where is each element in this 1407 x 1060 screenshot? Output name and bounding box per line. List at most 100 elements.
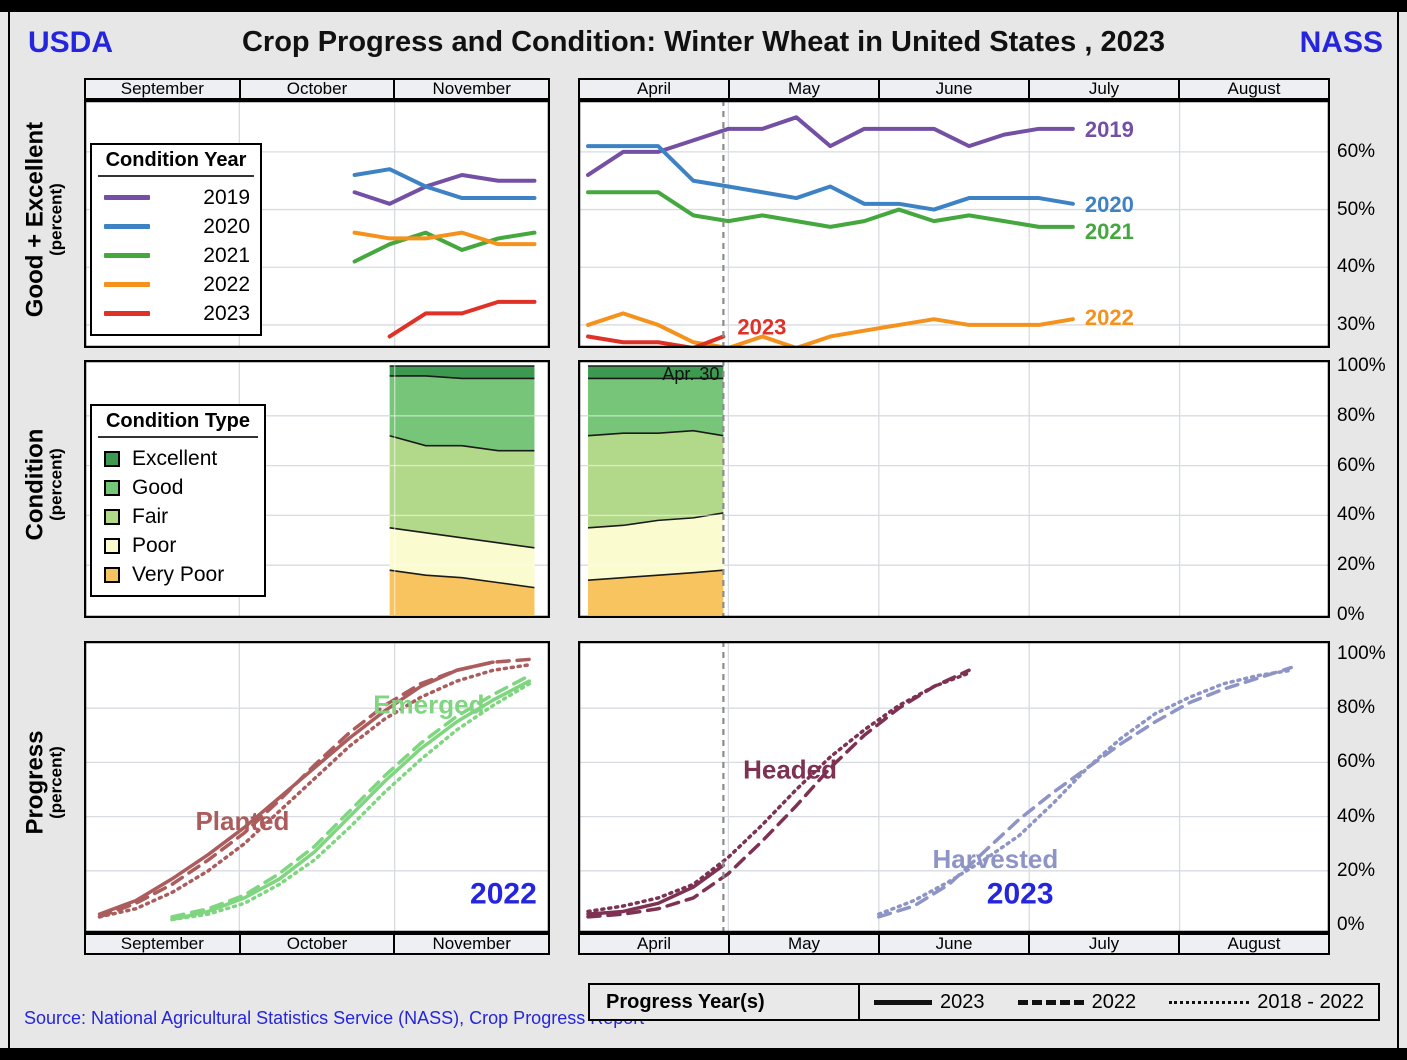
legend-item-label: 2019 — [203, 185, 250, 209]
line-swatch-icon — [104, 311, 150, 316]
progress-legend-label: 2018 - 2022 — [1257, 990, 1364, 1013]
annotation-harvested: Harvested — [932, 844, 1058, 874]
row-label-text: Progress — [21, 730, 49, 835]
area-poor — [588, 512, 724, 581]
dotted-line-swatch-icon — [1169, 1000, 1250, 1004]
month-footer-fall: September October November — [84, 933, 550, 955]
axis-tick-40%: 40% — [1337, 504, 1376, 526]
square-swatch-icon — [104, 479, 120, 496]
square-swatch-icon — [104, 566, 120, 583]
series-end-label-2022: 2022 — [1085, 305, 1134, 330]
frame-left-border — [8, 12, 10, 1048]
progress-legend-item-dashed: 2022 — [1017, 991, 1136, 1014]
month-cell: May — [728, 79, 878, 98]
series-2019 — [586, 115, 1075, 177]
series-2021 — [352, 230, 537, 264]
area-fair — [588, 430, 724, 528]
area-boundary — [587, 429, 724, 437]
legend-condition-year: Condition Year 2019 2020 2021 2022 2023 — [90, 143, 262, 336]
month-header-spring: April May June July August — [578, 78, 1330, 100]
series-harvested-2018---2022 — [877, 668, 1293, 916]
axis-tick-60%: 60% — [1337, 751, 1376, 773]
area-very-poor — [389, 570, 535, 615]
line-swatch-icon — [104, 195, 150, 200]
series-end-label-2020: 2020 — [1085, 192, 1134, 217]
month-header-fall: September October November — [84, 78, 550, 100]
series-2019 — [352, 172, 537, 206]
month-cell: September — [120, 79, 204, 98]
row-label-text: Good + Excellent — [21, 121, 49, 318]
series-headed-2023 — [586, 863, 726, 916]
legend-condition-type: Condition Type Excellent Good Fair Poor Very… — [90, 404, 266, 597]
month-cell: April — [636, 79, 671, 98]
legend-progress-years-items: 2023 2022 2018 - 2022 — [860, 991, 1378, 1014]
series-end-label-2023: 2023 — [737, 314, 786, 339]
month-cell: October — [238, 79, 394, 98]
legend-condition-year-title: Condition Year — [98, 149, 254, 177]
axis-tick-80%: 80% — [1337, 404, 1376, 426]
legend-item-label: 2020 — [203, 214, 250, 238]
legend-item-poor: Poor — [104, 531, 254, 560]
legend-condition-type-title: Condition Type — [98, 410, 258, 438]
month-cell: May — [728, 934, 878, 953]
area-boundary — [389, 527, 535, 549]
axis-tick-20%: 20% — [1337, 859, 1376, 881]
area-boundary — [389, 434, 535, 452]
series-2021 — [586, 190, 1075, 229]
legend-item-label: 2023 — [203, 301, 250, 325]
panel-border — [578, 641, 1330, 933]
row-sublabel-text: (percent) — [46, 448, 66, 521]
series-headed-2018---2022 — [586, 671, 971, 914]
legend-item-2020: 2020 — [104, 212, 250, 241]
axis-tick-40%: 40% — [1337, 805, 1376, 827]
series-headed-2022 — [586, 668, 971, 919]
legend-item-2023: 2023 — [104, 299, 250, 328]
month-cell: September — [120, 934, 204, 953]
annotation-2023: 2023 — [987, 877, 1054, 910]
series-2022 — [586, 311, 1075, 348]
series-planted-2018---2022 — [97, 663, 532, 919]
panel-condition-spring: Apr. 30 — [578, 360, 1330, 618]
annotation-planted: Planted — [195, 806, 289, 836]
axis-tick-100%: 100% — [1337, 355, 1386, 376]
series-2020 — [352, 167, 537, 201]
line-swatch-icon — [104, 282, 150, 287]
area-boundary — [389, 375, 535, 380]
row-label-text: Condition — [21, 428, 49, 541]
month-cell: October — [238, 934, 394, 953]
axis-tick-60%: 60% — [1337, 454, 1376, 476]
legend-item-2021: 2021 — [104, 241, 250, 270]
month-cell: November — [393, 79, 548, 98]
legend-item-label: 2022 — [203, 272, 250, 296]
panel-border — [84, 641, 550, 933]
axis-tick-50%: 50% — [1337, 198, 1376, 220]
series-2022 — [352, 230, 537, 247]
series-emerged-2023 — [170, 679, 532, 922]
legend-item-fair: Fair — [104, 502, 254, 531]
series-harvested-2022 — [877, 665, 1293, 919]
legend-item-label: Excellent — [132, 446, 218, 470]
apr30-marker-label: Apr. 30 — [662, 364, 719, 384]
annotation-headed: Headed — [743, 755, 837, 785]
square-swatch-icon — [104, 537, 120, 554]
row-label-condition: Condition (percent) — [21, 365, 66, 605]
legend-item-2022: 2022 — [104, 270, 250, 299]
axis-tick-0%: 0% — [1337, 914, 1365, 935]
panel-progress-fall: Planted Emerged 2022 — [84, 641, 550, 933]
month-cell: August — [1178, 79, 1328, 98]
month-footer-spring: April May June July August — [578, 933, 1330, 955]
month-cell: June — [878, 79, 1028, 98]
panel-border — [84, 360, 550, 618]
row-label-progress: Progress (percent) — [21, 663, 66, 903]
row-sublabel-text: (percent) — [46, 746, 66, 819]
progress-legend-item-solid: 2023 — [874, 991, 985, 1014]
legend-progress-years: Progress Year(s) 2023 2022 2018 - 2022 — [588, 983, 1380, 1021]
series-end-label-2021: 2021 — [1085, 219, 1134, 244]
nass-logo-text: NASS — [1299, 26, 1383, 59]
legend-condition-year-items: 2019 2020 2021 2022 2023 — [92, 179, 260, 334]
axis-tick-100%: 100% — [1337, 643, 1386, 664]
annotation-emerged: Emerged — [373, 690, 484, 720]
